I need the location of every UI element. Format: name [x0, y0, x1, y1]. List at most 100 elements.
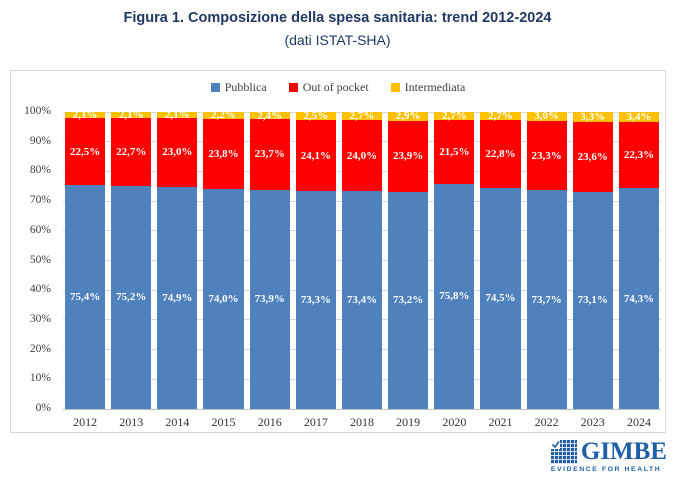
- legend-label: Intermediata: [404, 80, 466, 94]
- bar-2021: 74,5% 22,8% 2,7%: [480, 110, 521, 409]
- bar-2014: 74,9% 23,0% 2,1%: [157, 109, 198, 409]
- segment-out-of-pocket-2012: 22,5%: [65, 118, 106, 186]
- data-label-intermediata-2022: 3,0%: [534, 110, 560, 123]
- bar-2022: 73,7% 23,3% 3,0%: [526, 110, 567, 409]
- data-label-pubblica-2022: 73,7%: [531, 293, 562, 306]
- segment-pubblica-2019: 73,2%: [388, 191, 429, 409]
- data-label-intermediata-2018: 2,7%: [349, 109, 375, 122]
- gridline-0%: [63, 408, 661, 410]
- data-label-pubblica-2015: 74,0%: [208, 293, 239, 306]
- data-label-intermediata-2017: 2,5%: [303, 110, 329, 123]
- data-label-pubblica-2021: 74,5%: [485, 292, 516, 305]
- x-axis-label-2015: 2015: [211, 415, 236, 429]
- data-label-out-of-pocket-2018: 24,0%: [346, 149, 378, 162]
- data-label-out-of-pocket-2012: 22,5%: [69, 145, 101, 158]
- bar-2019: 73,2% 23,9% 2,9%: [388, 110, 429, 409]
- bars-group: 75,4% 22,5% 2,1% 75,2% 22,7% 2,1% 74,9% 23,0% 2,…: [63, 109, 661, 409]
- segment-out-of-pocket-2020: 21,5%: [434, 120, 475, 184]
- segment-out-of-pocket-2024: 22,3%: [618, 122, 660, 189]
- segment-pubblica-2022: 73,7%: [526, 190, 567, 409]
- bar-2020: 75,8% 21,5% 2,7%: [434, 110, 475, 409]
- data-label-pubblica-2013: 75,2%: [116, 291, 147, 304]
- data-label-intermediata-2016: 2,4%: [257, 109, 283, 122]
- data-label-out-of-pocket-2023: 23,6%: [577, 150, 608, 163]
- segment-pubblica-2024: 74,3%: [618, 188, 660, 409]
- bar-2012: 75,4% 22,5% 2,1%: [65, 109, 106, 409]
- data-label-intermediata-2013: 2,1%: [118, 109, 144, 122]
- data-label-out-of-pocket-2014: 23,0%: [162, 146, 193, 159]
- x-axis-label-2023: 2023: [580, 415, 605, 429]
- x-axis-label-2016: 2016: [257, 415, 282, 429]
- y-axis-label-10%: 10%: [29, 372, 51, 385]
- segment-intermediata-2020: 2,7%: [434, 110, 475, 123]
- figure-subtitle: (dati ISTAT-SHA): [284, 32, 391, 48]
- data-label-intermediata-2014: 2,1%: [165, 109, 190, 122]
- data-label-out-of-pocket-2017: 24,1%: [300, 149, 331, 162]
- segment-intermediata-2018: 2,7%: [341, 109, 383, 122]
- y-axis-label-100%: 100%: [24, 105, 51, 117]
- legend-swatch-intermediata: [390, 83, 400, 92]
- data-label-intermediata-2021: 2,7%: [488, 110, 513, 123]
- x-axis-label-2017: 2017: [303, 415, 328, 429]
- x-axis-label-2014: 2014: [165, 415, 190, 429]
- segment-intermediata-2024: 3,4%: [618, 111, 660, 124]
- data-label-pubblica-2014: 74,9%: [162, 291, 193, 304]
- y-axis-label-70%: 70%: [29, 194, 51, 207]
- data-label-intermediata-2015: 2,2%: [211, 109, 236, 122]
- legend-label: Pubblica: [224, 80, 267, 94]
- legend-label: Out of pocket: [302, 80, 369, 94]
- x-axis: 2012 2013 2014 2015 2016 2017 2018 2019 2020 2021…: [63, 415, 661, 430]
- chart-panel: Pubblica Out of pocket Intermediata 0% 10% 2…: [10, 70, 666, 433]
- segment-pubblica-2013: 75,2%: [111, 185, 152, 409]
- segment-pubblica-2023: 73,1%: [572, 191, 613, 409]
- segment-intermediata-2013: 2,1%: [111, 109, 152, 122]
- bar-2018: 73,4% 24,0% 2,7%: [341, 109, 383, 409]
- plot-area: 75,4% 22,5% 2,1% 75,2% 22,7% 2,1% 74,9% 23,0% 2,…: [63, 109, 661, 410]
- segment-intermediata-2015: 2,2%: [203, 109, 244, 122]
- figure-title: Figura 1. Composizione della spesa sanit…: [123, 10, 552, 26]
- data-label-out-of-pocket-2013: 22,7%: [116, 145, 147, 158]
- segment-intermediata-2019: 2,9%: [388, 110, 429, 123]
- data-label-pubblica-2020: 75,8%: [439, 290, 470, 303]
- segment-pubblica-2021: 74,5%: [480, 187, 521, 409]
- y-axis-label-0%: 0%: [35, 402, 51, 414]
- data-label-out-of-pocket-2015: 23,8%: [208, 147, 239, 160]
- segment-intermediata-2016: 2,4%: [249, 109, 290, 122]
- bar-2016: 73,9% 23,7% 2,4%: [249, 109, 290, 409]
- x-axis-label-2012: 2012: [73, 415, 98, 429]
- segment-pubblica-2012: 75,4%: [65, 185, 106, 409]
- data-label-out-of-pocket-2022: 23,3%: [531, 149, 562, 162]
- legend-item-pubblica: Pubblica: [210, 80, 267, 95]
- segment-pubblica-2014: 74,9%: [157, 186, 198, 409]
- segment-pubblica-2016: 73,9%: [249, 189, 290, 409]
- legend-item-out-of-pocket: Out of pocket: [288, 80, 369, 95]
- segment-intermediata-2023: 3,3%: [572, 111, 613, 123]
- data-label-intermediata-2020: 2,7%: [441, 110, 467, 123]
- bar-2024: 74,3% 22,3% 3,4%: [618, 111, 660, 409]
- legend-swatch-out-of-pocket: [288, 83, 298, 92]
- data-label-out-of-pocket-2021: 22,8%: [485, 147, 516, 160]
- data-label-pubblica-2019: 73,2%: [393, 294, 424, 307]
- data-label-pubblica-2017: 73,3%: [300, 294, 331, 307]
- segment-out-of-pocket-2023: 23,6%: [572, 121, 613, 192]
- x-axis-label-2021: 2021: [488, 415, 513, 429]
- segment-intermediata-2017: 2,5%: [295, 110, 336, 123]
- y-axis-label-20%: 20%: [29, 342, 51, 355]
- data-label-intermediata-2024: 3,4%: [626, 111, 652, 124]
- segment-pubblica-2018: 73,4%: [341, 191, 383, 409]
- legend-item-intermediata: Intermediata: [390, 80, 466, 95]
- x-axis-label-2018: 2018: [350, 415, 375, 429]
- y-axis: 0% 10% 20% 30% 40% 50% 60% 70% 80% 90% 100%: [11, 71, 57, 432]
- bar-2013: 75,2% 22,7% 2,1%: [111, 109, 152, 409]
- legend-swatch-pubblica: [210, 83, 220, 92]
- data-label-out-of-pocket-2016: 23,7%: [254, 148, 285, 161]
- y-axis-label-50%: 50%: [29, 253, 51, 266]
- data-label-pubblica-2023: 73,1%: [577, 294, 608, 307]
- data-label-out-of-pocket-2019: 23,9%: [393, 150, 424, 163]
- x-axis-label-2013: 2013: [119, 415, 144, 429]
- segment-intermediata-2021: 2,7%: [480, 110, 521, 123]
- data-label-out-of-pocket-2024: 22,3%: [623, 149, 655, 162]
- segment-intermediata-2012: 2,1%: [65, 109, 106, 121]
- data-label-intermediata-2019: 2,9%: [395, 110, 421, 123]
